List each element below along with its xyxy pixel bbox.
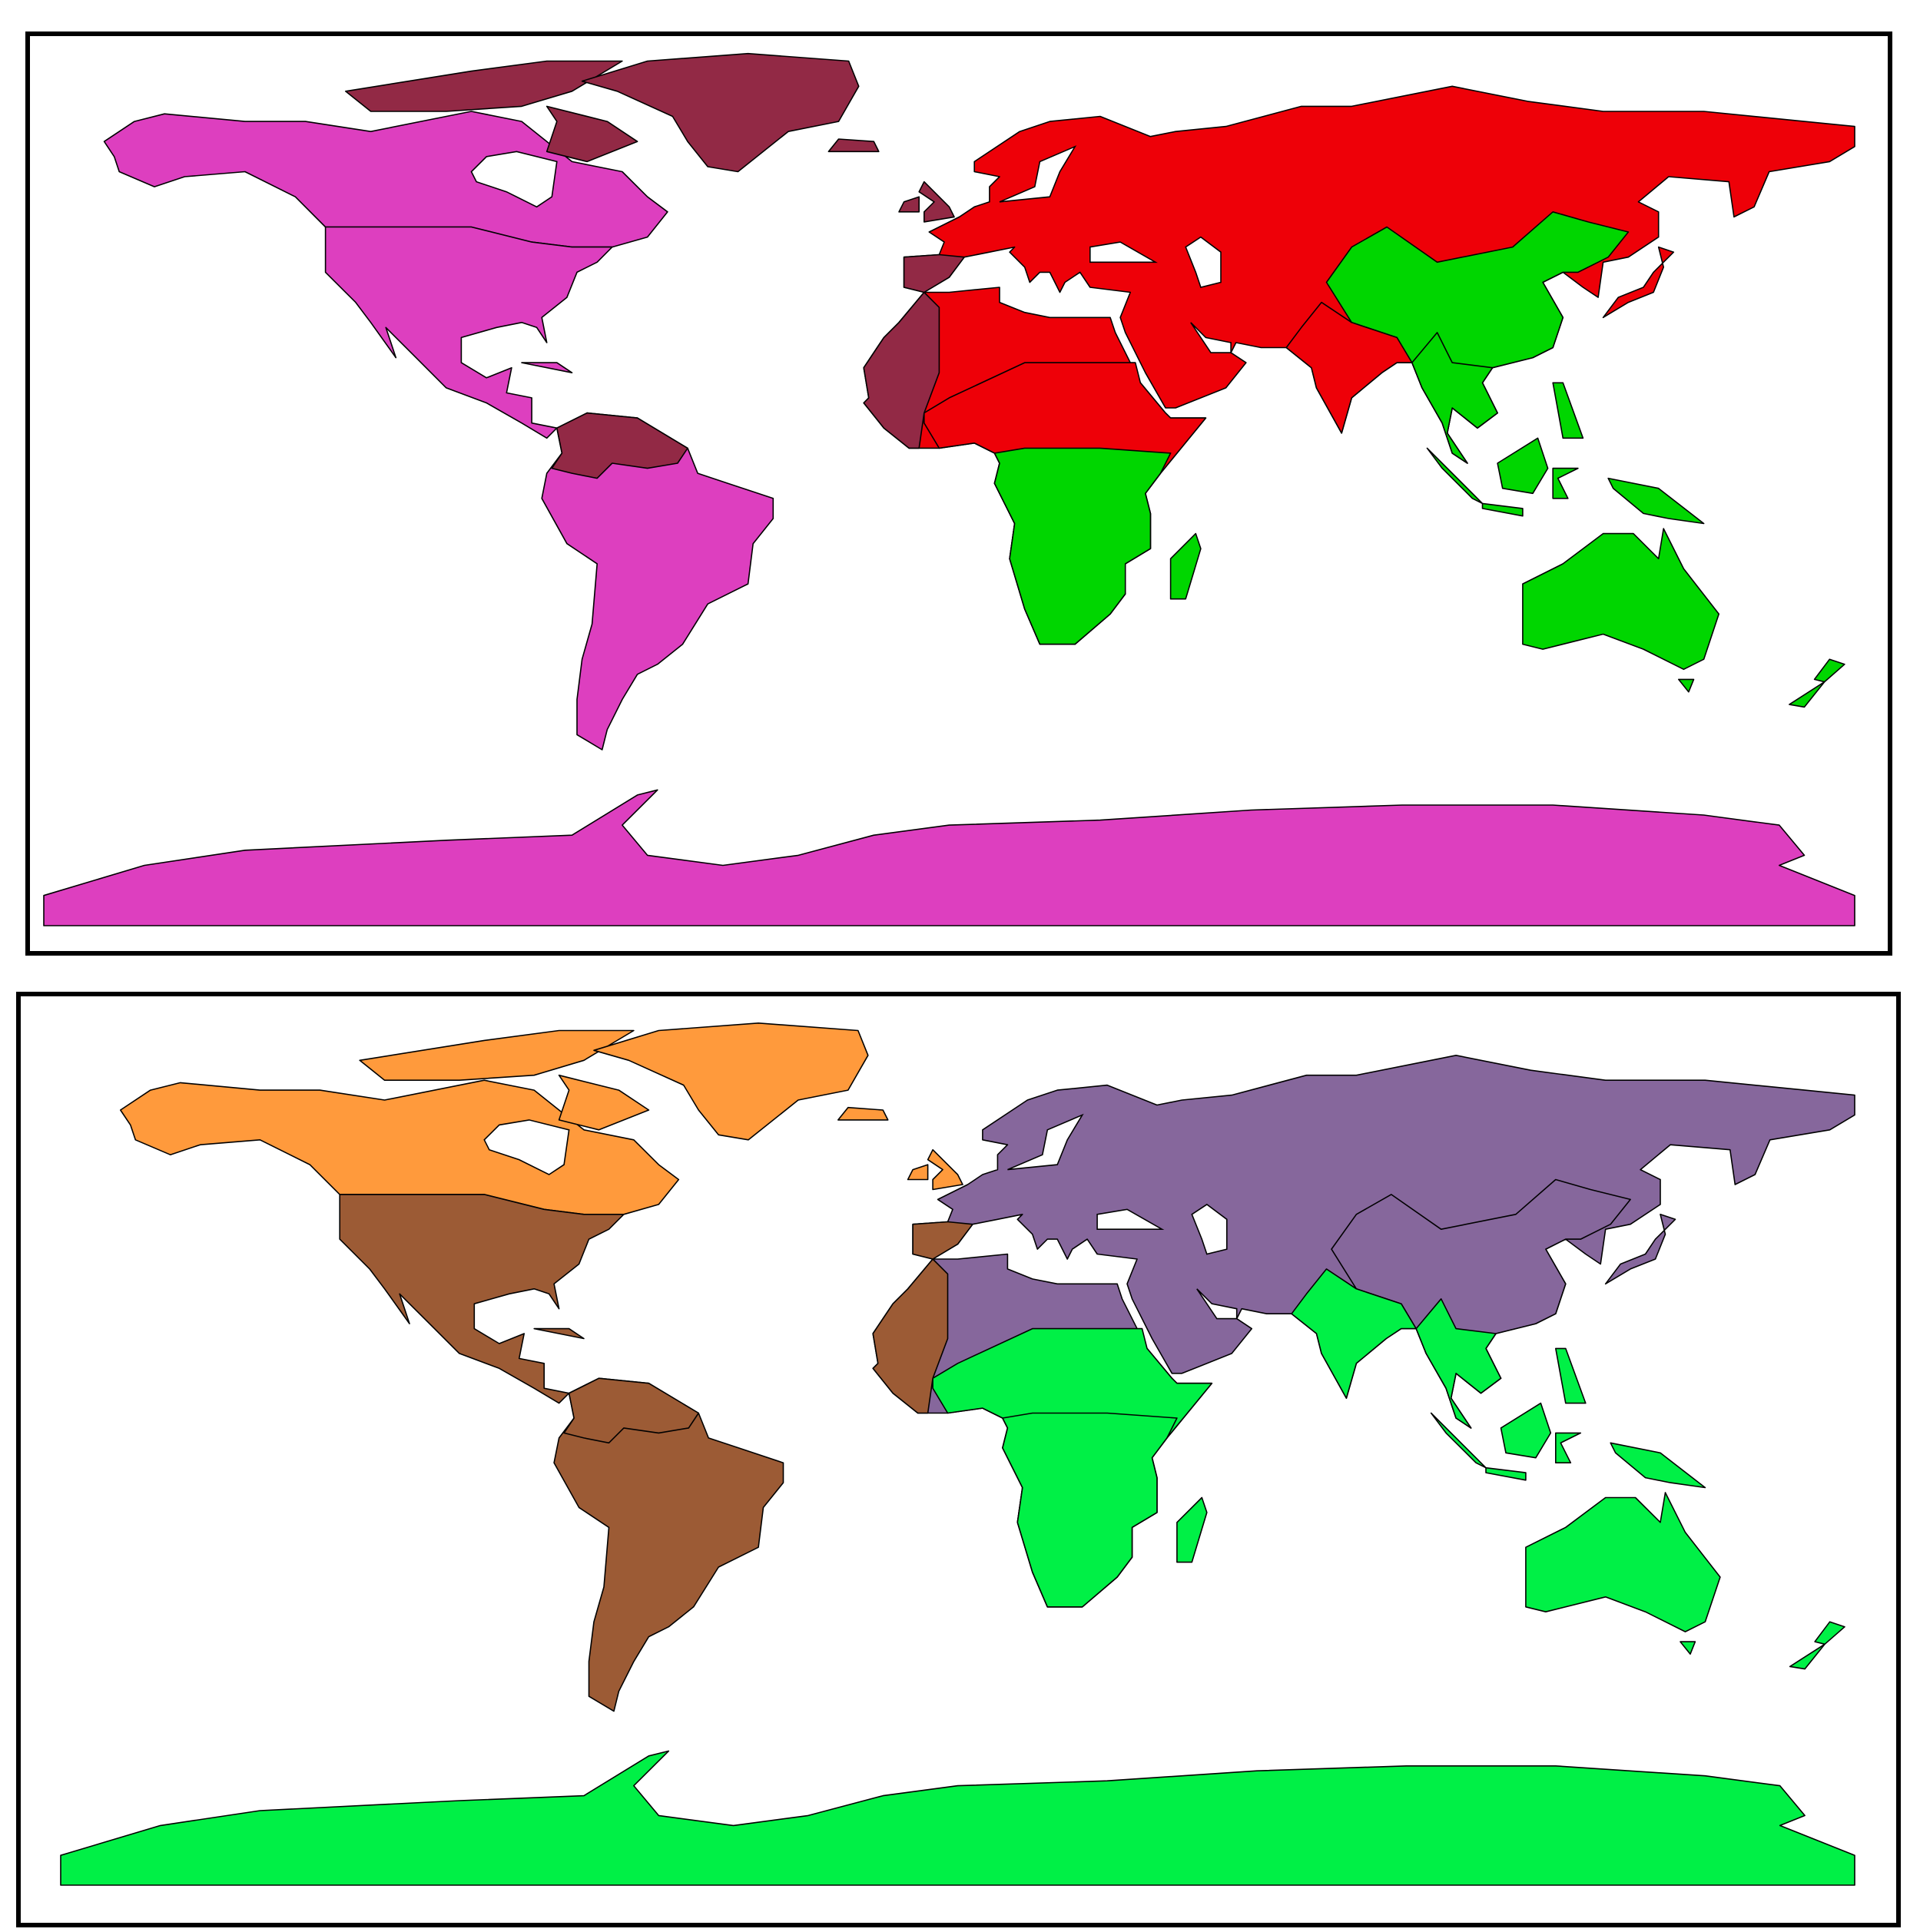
region — [541, 412, 774, 751]
region — [1789, 1643, 1825, 1670]
region — [1426, 447, 1484, 505]
region — [903, 254, 965, 293]
region — [1500, 1402, 1552, 1459]
region — [533, 1327, 585, 1340]
region — [43, 789, 1855, 926]
region — [918, 181, 955, 223]
region — [339, 1194, 625, 1404]
water-body — [999, 145, 1077, 203]
region — [1430, 1412, 1487, 1469]
region — [1555, 1347, 1587, 1404]
water-body — [1190, 322, 1232, 353]
region — [993, 447, 1172, 645]
region — [1481, 502, 1524, 517]
region — [1604, 1214, 1676, 1285]
region — [1291, 1268, 1417, 1399]
region — [345, 60, 623, 112]
region — [1789, 681, 1825, 708]
region — [1522, 528, 1719, 671]
map-frame — [16, 992, 1901, 1927]
region — [898, 196, 920, 213]
water-body — [1196, 1288, 1238, 1320]
region — [521, 362, 573, 373]
region — [1610, 1442, 1706, 1489]
region — [581, 52, 860, 173]
region — [1602, 246, 1675, 319]
region — [1176, 1496, 1208, 1563]
world-map — [43, 52, 1855, 926]
world-map — [60, 1022, 1855, 1886]
region — [563, 1377, 699, 1444]
region — [912, 1221, 973, 1260]
map-frame — [25, 31, 1892, 956]
region — [872, 1258, 949, 1414]
region — [1680, 1641, 1696, 1655]
region — [1552, 467, 1579, 499]
region — [1002, 1412, 1178, 1608]
region — [593, 1022, 869, 1141]
region — [1285, 301, 1413, 434]
water-body — [1089, 241, 1158, 263]
water-body — [470, 151, 558, 208]
region — [1497, 437, 1549, 495]
region — [907, 1164, 929, 1181]
water-body — [1191, 1203, 1228, 1255]
region — [545, 105, 638, 163]
region — [1552, 382, 1584, 439]
region — [120, 1079, 680, 1215]
region — [1525, 1492, 1721, 1632]
region — [927, 1148, 963, 1191]
region — [1555, 1432, 1582, 1463]
region — [1411, 332, 1498, 464]
water-body — [1185, 236, 1222, 288]
region — [558, 1074, 650, 1131]
region — [837, 1106, 889, 1121]
region — [60, 1750, 1855, 1886]
region — [1607, 477, 1705, 525]
region — [1814, 1621, 1845, 1645]
region — [359, 1029, 635, 1081]
water-body — [483, 1119, 570, 1175]
region — [1485, 1466, 1527, 1481]
region — [827, 138, 880, 153]
region — [324, 226, 613, 439]
region — [553, 1377, 784, 1712]
region — [1678, 678, 1695, 693]
water-body — [1007, 1113, 1084, 1171]
region — [1415, 1298, 1502, 1429]
region — [103, 111, 668, 248]
region — [1813, 658, 1845, 683]
water-body — [1096, 1208, 1165, 1230]
region — [551, 412, 688, 479]
region — [863, 291, 940, 449]
region — [1169, 532, 1202, 600]
